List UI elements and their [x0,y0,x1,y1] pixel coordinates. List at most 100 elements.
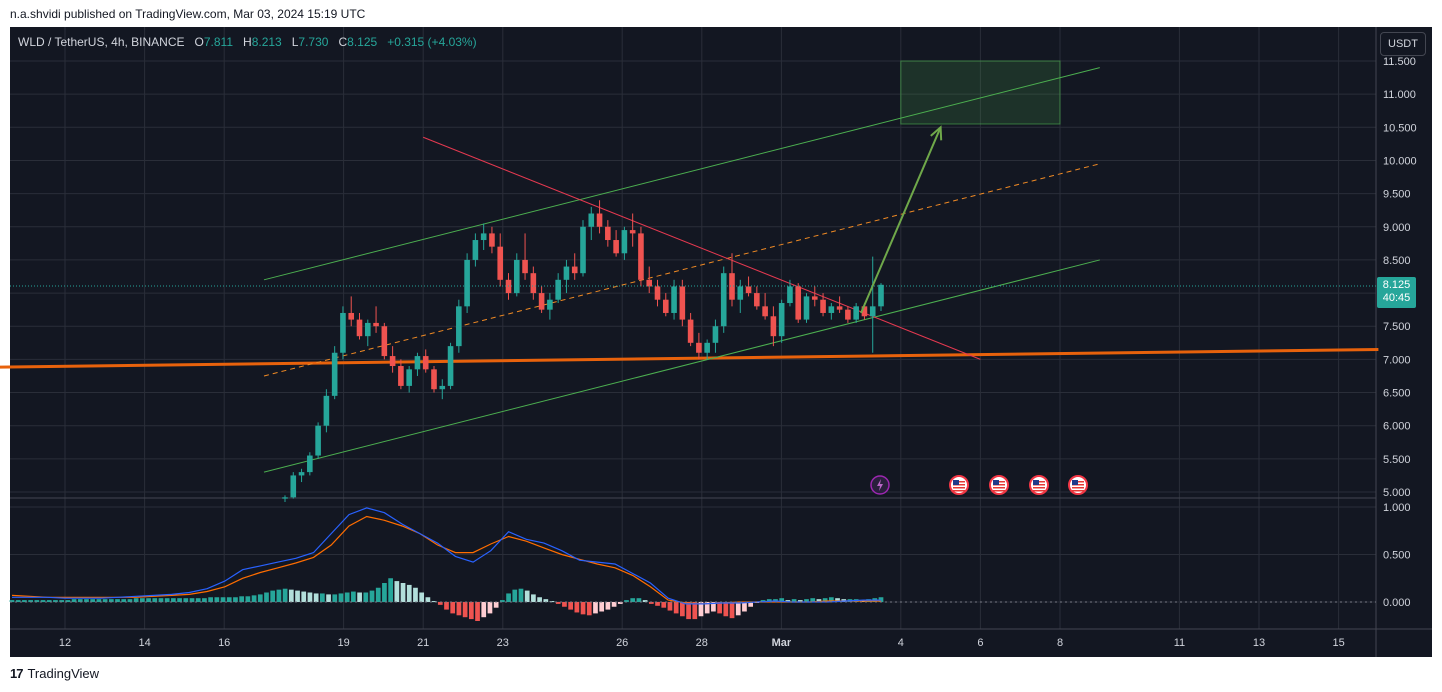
chart-canvas[interactable]: 5.0005.5006.0006.5007.0007.5008.0008.500… [0,0,1442,660]
low-label: L [291,35,299,49]
us-flag-icon[interactable] [989,475,1009,495]
candle-body [588,213,595,227]
candle-body [836,306,843,310]
histogram-bar [686,602,691,620]
symbol-legend[interactable]: WLD / TetherUS, 4h, BINANCE O7.811 H8.21… [18,35,477,49]
macd-tick-label: 0.500 [1383,550,1411,562]
histogram-bar [226,597,232,602]
us-flag-icon[interactable] [1029,475,1049,495]
candle-body [563,266,570,280]
histogram-bar [599,602,605,612]
price-tick-label: 6.000 [1383,421,1411,433]
last-price-value: 8.125 [1382,279,1411,291]
bar-countdown: 40:45 [1382,292,1411,304]
candle-body [662,299,669,313]
candle-body [737,286,744,300]
candle-body [811,296,818,300]
flag-stripe [1033,490,1045,492]
candle-body [861,306,868,317]
flag-stripe [1072,490,1084,492]
flag-stripe [953,490,965,492]
histogram-bar [270,590,276,602]
histogram-bar [456,602,462,616]
histogram-bar [251,595,257,602]
price-tick-label: 8.500 [1383,255,1411,267]
histogram-bar [164,598,170,602]
time-tick-label: 19 [337,637,349,649]
candle-body [778,303,785,337]
histogram-bar [319,593,325,602]
us-flag-icon[interactable] [1068,475,1088,495]
change-value: +0.315 (+4.03%) [387,35,477,49]
histogram-bar [40,600,46,602]
candle-body [456,306,462,347]
histogram-bar [307,592,313,602]
time-tick-label: 13 [1253,637,1265,649]
histogram-bar [642,600,648,602]
candle-body [654,286,661,300]
candle-body [282,497,288,499]
candle-body [389,356,396,367]
histogram-bar [189,598,195,602]
lightning-icon[interactable] [870,475,890,495]
histogram-bar [630,598,636,602]
histogram-bar [375,587,381,602]
candle-body [696,342,702,353]
candle-body [464,259,470,307]
macd-axis-labels[interactable]: 0.000 0.500 1.000 [1383,502,1411,609]
histogram-bar [562,602,567,607]
candle-body [770,316,777,337]
channel-upper [263,67,1100,281]
macd-tick-label: 1.000 [1383,502,1411,514]
histogram-bar [462,602,468,618]
price-tick-label: 11.500 [1383,56,1416,68]
candle-body [580,226,586,274]
histogram-bar [779,598,785,602]
drawings-front-layer[interactable] [860,125,943,314]
histogram-bar [555,602,561,604]
histogram-bar [115,599,120,602]
histogram-bar [723,602,729,617]
time-axis-labels[interactable]: 12 14 16 19 21 23 26 28 Mar 4 6 8 11 13 15 [59,637,1345,649]
brand-name: TradingView [27,666,100,681]
us-flag-icon[interactable] [949,475,969,495]
histogram-bar [816,599,822,602]
high-value: 8.213 [251,35,282,49]
histogram-bar [692,602,698,620]
histogram-bar [537,597,542,602]
histogram-bar [500,600,505,602]
histogram-bar [357,592,362,602]
histogram-bar [568,602,574,610]
candle-body [373,322,379,327]
histogram-bar [742,602,747,612]
time-tick-label: Mar [772,637,792,649]
histogram-bar [171,598,176,602]
histogram-bar [363,592,369,602]
histogram-bar [611,602,617,607]
histogram-bar [804,599,809,602]
candle-body [787,286,793,304]
flag-stripe [1072,487,1084,489]
drawings-layer[interactable] [0,60,1379,473]
flag-stripe [953,487,965,489]
histogram-bar [301,591,307,602]
histogram-bar [77,599,83,602]
open-label: O [194,35,204,49]
candle-body [290,475,297,498]
histogram-bar [214,597,220,602]
candle-body [356,319,363,337]
histogram-bar [239,596,245,602]
histogram-bar [195,598,201,602]
event-markers[interactable] [870,475,1088,495]
price-tick-label: 5.500 [1383,454,1411,466]
currency-button[interactable]: USDT [1380,32,1426,56]
histogram-bar [313,593,319,602]
close-label: C [338,35,348,49]
histogram-bar [506,593,511,602]
tradingview-logo[interactable]: 17 TradingView [10,666,99,681]
candle-body [687,319,694,343]
histogram-bar [797,600,803,602]
histogram-bar [46,600,52,602]
histogram-bar [22,600,27,602]
grid-lines [10,27,1376,629]
